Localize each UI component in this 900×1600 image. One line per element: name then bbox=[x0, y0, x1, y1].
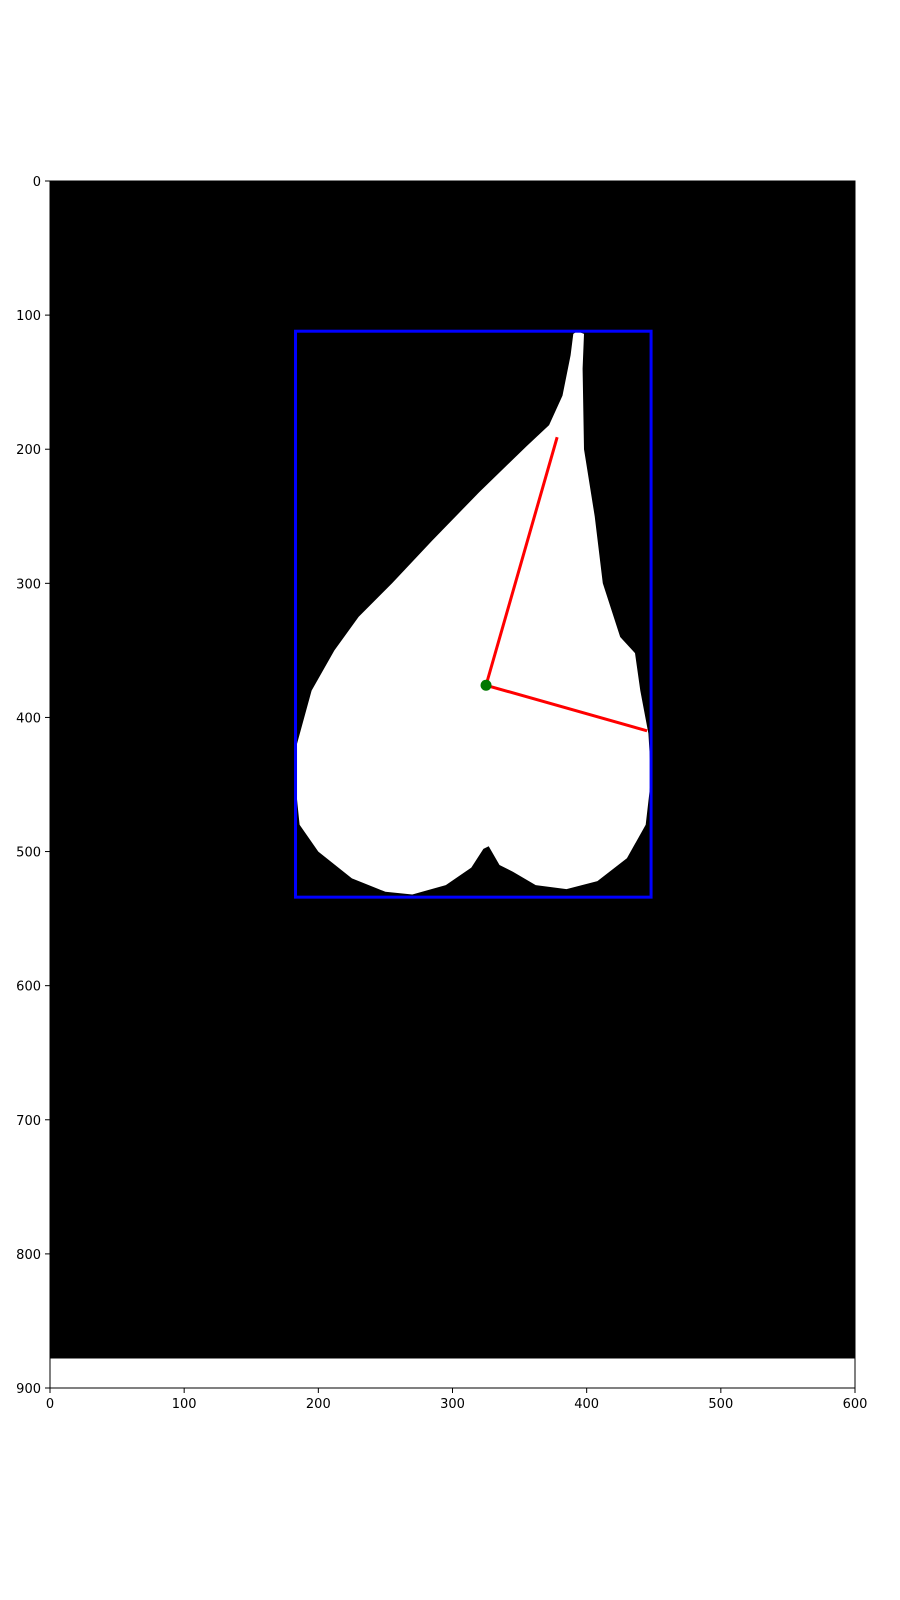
y-tick-label: 300 bbox=[16, 577, 41, 592]
x-tick-label: 0 bbox=[46, 1397, 54, 1412]
y-tick-label: 200 bbox=[16, 443, 41, 458]
y-tick-label: 100 bbox=[16, 309, 41, 324]
y-tick-label: 900 bbox=[16, 1382, 41, 1397]
plot-area bbox=[49, 180, 856, 1389]
x-tick-label: 300 bbox=[440, 1397, 465, 1412]
y-tick-label: 500 bbox=[16, 846, 41, 861]
y-axis: 0 100 200 300 400 500 600 700 800 900 bbox=[16, 175, 50, 1397]
centroid-marker bbox=[480, 679, 492, 691]
x-tick-label: 200 bbox=[306, 1397, 331, 1412]
x-tick-label: 600 bbox=[843, 1397, 868, 1412]
y-tick-label: 400 bbox=[16, 711, 41, 726]
x-tick-label: 500 bbox=[708, 1397, 733, 1412]
bounding-box bbox=[294, 329, 653, 899]
y-tick-label: 0 bbox=[33, 175, 41, 190]
y-tick-label: 600 bbox=[16, 980, 41, 995]
y-tick-label: 800 bbox=[16, 1248, 41, 1263]
x-tick-label: 100 bbox=[172, 1397, 197, 1412]
y-tick-label: 700 bbox=[16, 1114, 41, 1129]
major-axis-line bbox=[484, 436, 559, 686]
leaf-mask bbox=[295, 331, 652, 895]
x-tick-label: 400 bbox=[574, 1397, 599, 1412]
x-axis: 0 100 200 300 400 500 600 bbox=[46, 1388, 868, 1412]
minor-axis-line bbox=[485, 683, 648, 733]
